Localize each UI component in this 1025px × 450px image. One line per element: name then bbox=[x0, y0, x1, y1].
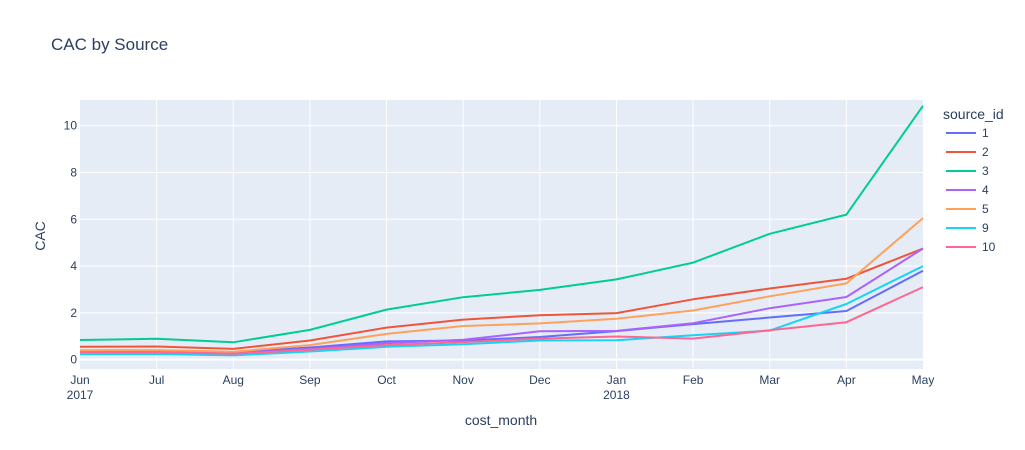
x-tick-label: Dec bbox=[529, 373, 550, 387]
y-tick-label: 8 bbox=[70, 166, 77, 180]
x-tick-label: Jul bbox=[149, 373, 164, 387]
series-line-10 bbox=[80, 286, 924, 355]
y-axis-ticks: 0 2 4 6 8 10 bbox=[64, 119, 78, 367]
series-line-9 bbox=[79, 265, 924, 357]
legend-label-1: 1 bbox=[982, 126, 989, 140]
legend-label-10: 10 bbox=[982, 240, 996, 254]
legend-label-9: 9 bbox=[982, 221, 989, 235]
x-tick-label: Oct bbox=[377, 373, 396, 387]
y-axis-label: CAC bbox=[32, 221, 48, 251]
x-tick-label: Nov bbox=[453, 373, 474, 387]
x-tick-label: Jun bbox=[70, 373, 89, 387]
legend-label-3: 3 bbox=[982, 164, 989, 178]
series-lines bbox=[79, 105, 924, 357]
legend-label-5: 5 bbox=[982, 202, 989, 216]
series-line-2 bbox=[79, 247, 924, 350]
y-tick-label: 0 bbox=[70, 353, 77, 367]
legend-label-2: 2 bbox=[982, 145, 989, 159]
x-tick-label: Feb bbox=[683, 373, 704, 387]
plot-area bbox=[80, 100, 923, 369]
x-axis-label: cost_month bbox=[465, 412, 537, 428]
x-tick-label: Mar bbox=[759, 373, 780, 387]
x-tick-label: Aug bbox=[223, 373, 244, 387]
x-tick-label: Sep bbox=[299, 373, 321, 387]
y-tick-label: 2 bbox=[70, 306, 77, 320]
y-tick-label: 4 bbox=[70, 259, 77, 273]
legend: source_id 1 2 3 4 5 9 10 bbox=[943, 106, 1004, 254]
x-tick-year-label: 2017 bbox=[67, 388, 94, 402]
y-tick-label: 10 bbox=[64, 119, 78, 133]
x-tick-label: Jan bbox=[607, 373, 626, 387]
chart-title: CAC by Source bbox=[51, 35, 168, 54]
series-line-5 bbox=[79, 217, 924, 353]
x-tick-label: Apr bbox=[837, 373, 856, 387]
legend-title: source_id bbox=[943, 106, 1004, 122]
legend-label-4: 4 bbox=[982, 183, 989, 197]
x-tick-label: May bbox=[912, 373, 935, 387]
y-tick-label: 6 bbox=[70, 212, 77, 226]
x-tick-year-label: 2018 bbox=[603, 388, 630, 402]
series-line-3 bbox=[79, 105, 924, 344]
